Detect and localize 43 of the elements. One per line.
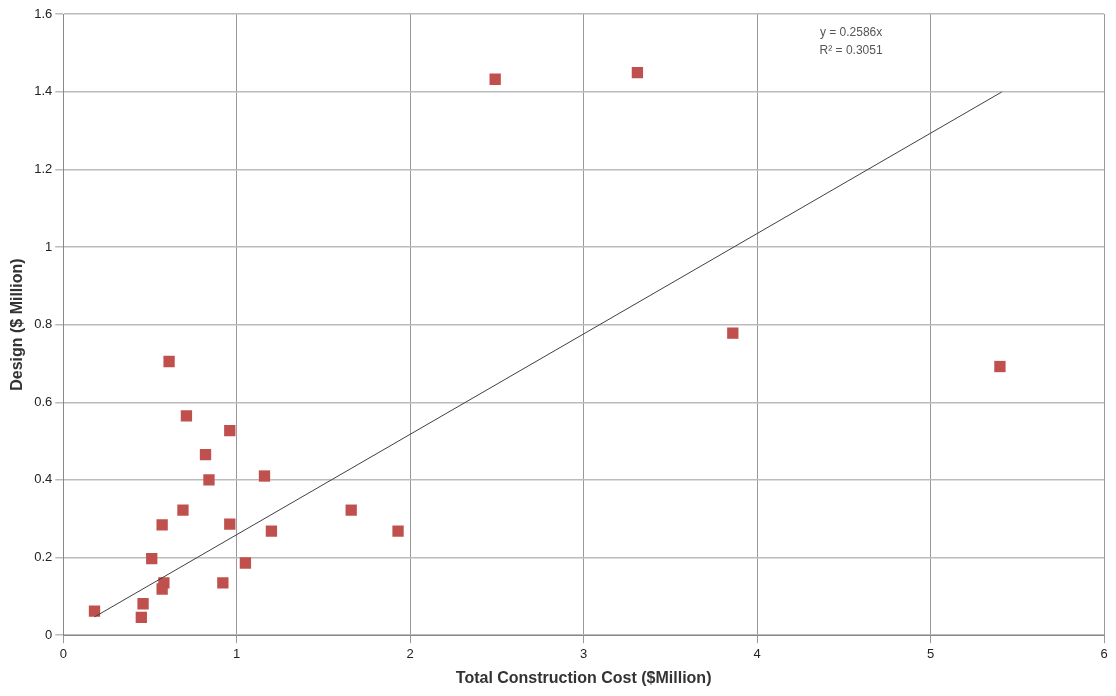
point xyxy=(727,327,739,339)
point xyxy=(239,557,252,569)
y-tick-label: 0.6 xyxy=(34,393,53,409)
x-tick-label: 1 xyxy=(233,645,241,661)
x-tick-label: 5 xyxy=(926,645,935,661)
annotation: R² = 0.3051 xyxy=(819,43,883,57)
point xyxy=(156,519,168,531)
x-tick-label: 2 xyxy=(406,645,414,661)
point xyxy=(203,474,215,486)
x-tick-label: 4 xyxy=(753,645,761,661)
point xyxy=(265,525,278,537)
x-tick-label: 6 xyxy=(1100,645,1108,661)
point xyxy=(217,577,229,589)
y-tick-label: 1.6 xyxy=(34,5,53,21)
point xyxy=(163,355,175,368)
point xyxy=(224,424,236,437)
point xyxy=(258,470,271,482)
x-axis-title: Total Construction Cost ($Million) xyxy=(455,668,712,686)
y-tick-label: 0.2 xyxy=(34,549,53,565)
y-axis-title: Design ($ Million) xyxy=(8,258,26,391)
y-tick-label: 0.4 xyxy=(34,471,53,487)
x-tick-label: 3 xyxy=(580,645,588,661)
point xyxy=(489,73,501,85)
point xyxy=(994,360,1006,373)
point xyxy=(199,449,212,461)
point xyxy=(631,66,644,79)
point xyxy=(137,598,149,610)
y-tick-label: 0.8 xyxy=(34,316,53,332)
point xyxy=(146,553,158,565)
point xyxy=(345,504,357,516)
point xyxy=(88,605,101,617)
point xyxy=(158,577,170,589)
annotation: y = 0.2586x xyxy=(819,25,883,39)
point xyxy=(392,525,404,537)
point xyxy=(180,410,193,422)
y-tick-label: 1 xyxy=(45,238,53,254)
point xyxy=(177,504,189,516)
y-tick-label: 1.4 xyxy=(34,83,53,99)
point xyxy=(135,611,147,623)
x-tick-label: 0 xyxy=(59,645,67,661)
y-tick-label: 0 xyxy=(45,626,53,642)
y-tick-label: 1.2 xyxy=(34,160,53,176)
point xyxy=(224,518,236,530)
